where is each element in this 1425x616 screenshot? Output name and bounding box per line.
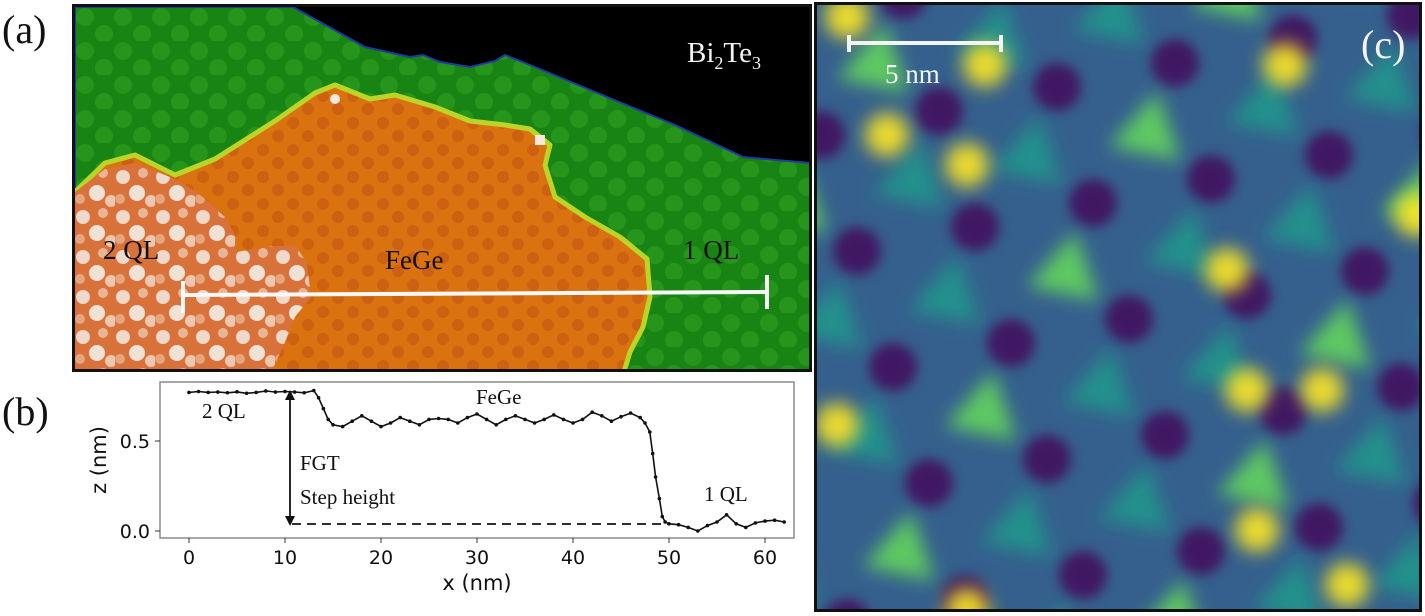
xtick-40: 40 (561, 547, 585, 569)
scale-bar-label: 5 nm (885, 59, 940, 89)
xtick-50: 50 (657, 547, 681, 569)
ytick-0.5: 0.5 (120, 431, 150, 453)
stm-image-panel-c: 5 nm (c) (814, 2, 1422, 612)
panel-a-label: (a) (2, 7, 47, 52)
bi2te3-label: Bi2Te3 (687, 37, 761, 73)
adatom (535, 135, 545, 145)
bright-spots (817, 5, 1419, 609)
fege-label: FeGe (385, 245, 444, 275)
step-height-arrow (285, 390, 295, 526)
xtick-20: 20 (369, 547, 393, 569)
height-profile-markers (187, 388, 786, 533)
anno-one-ql: 1 QL (704, 482, 748, 506)
line-profile-chart: 0.5 0.0 z (nm) 0 10 20 30 40 50 60 x (nm… (87, 381, 795, 595)
scale-bar (847, 35, 1003, 52)
adatom (330, 94, 340, 104)
xtick-0: 0 (183, 547, 195, 569)
anno-fgt: FGT (300, 451, 340, 475)
y-axis-label: z (nm) (87, 426, 111, 494)
line-profile-marker (181, 275, 769, 313)
panel-b-label: (b) (2, 389, 49, 434)
xtick-30: 30 (465, 547, 489, 569)
plot-frame (159, 381, 795, 539)
anno-fege: FeGe (476, 385, 522, 409)
xtick-60: 60 (753, 547, 777, 569)
two-ql-region (75, 163, 311, 369)
two-ql-label: 2 QL (103, 235, 160, 265)
one-ql-label: 1 QL (683, 235, 740, 265)
stm-image-panel-a: Bi2Te3 2 QL FeGe 1 QL (72, 4, 812, 372)
anno-step-height: Step height (300, 485, 395, 509)
triangular-clusters (817, 5, 1419, 609)
stm-topography-image (75, 7, 809, 369)
panel-c-label: (c) (1361, 22, 1406, 67)
ytick-0.0: 0.0 (120, 521, 150, 543)
height-profile-line (188, 389, 785, 532)
x-axis (188, 538, 766, 543)
viridis-atomic-image (817, 5, 1419, 609)
y-axis (155, 440, 160, 532)
anno-two-ql: 2 QL (202, 399, 246, 423)
xtick-10: 10 (273, 547, 297, 569)
x-axis-label: x (nm) (442, 571, 511, 595)
